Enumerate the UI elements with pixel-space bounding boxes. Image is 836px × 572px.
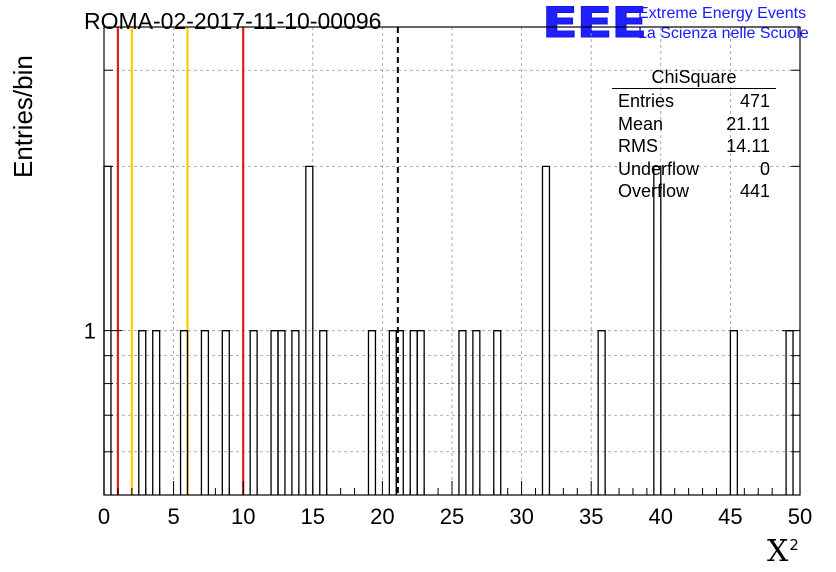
tick-labels: 10 5 10 15 20 25 30 35 40 45 50 bbox=[84, 319, 812, 529]
histogram-bar bbox=[416, 330, 425, 495]
stats-title: ChiSquare bbox=[651, 67, 737, 87]
histogram-bar bbox=[395, 330, 404, 495]
histogram-bar bbox=[319, 330, 328, 495]
plot-frame bbox=[103, 26, 801, 496]
x-axis-label-text: X bbox=[767, 534, 789, 569]
histogram-bar bbox=[472, 330, 481, 495]
x-tick-label: 45 bbox=[718, 504, 742, 529]
histogram-bar bbox=[291, 330, 300, 495]
eee-logo-mark: EEE bbox=[541, 0, 647, 47]
stats-label: Underflow bbox=[618, 158, 700, 179]
histogram-bar bbox=[200, 330, 210, 495]
x-tick-label: 40 bbox=[649, 504, 673, 529]
x-tick-label: 25 bbox=[440, 504, 464, 529]
histogram-bar bbox=[138, 330, 147, 495]
histogram-bar bbox=[541, 165, 551, 495]
histogram-bar bbox=[277, 330, 286, 495]
x-tick-label: 15 bbox=[301, 504, 325, 529]
stats-value: 441 bbox=[739, 181, 770, 202]
histogram-bar bbox=[597, 330, 606, 495]
x-tick-label: 50 bbox=[788, 504, 812, 529]
histogram-bar bbox=[305, 165, 314, 495]
stats-value: 471 bbox=[739, 91, 770, 111]
stats-divider bbox=[612, 88, 776, 89]
histogram-bars bbox=[103, 165, 794, 495]
eee-logo-line1: Extreme Energy Events bbox=[638, 5, 807, 22]
histogram-bar bbox=[729, 330, 739, 495]
x-tick-label: 20 bbox=[370, 504, 394, 529]
stats-row-underflow: Underflow 0 bbox=[612, 158, 776, 181]
reference-lines bbox=[116, 27, 399, 495]
stats-label: Mean bbox=[618, 113, 664, 134]
stats-label: RMS bbox=[618, 136, 658, 157]
x-tick-label: 35 bbox=[579, 504, 603, 529]
histogram-bar bbox=[249, 330, 258, 495]
eee-logo-text: Extreme Energy Events La Scienza nelle S… bbox=[638, 4, 809, 44]
y-tick-label: 1 bbox=[84, 319, 96, 344]
x-tick-label: 0 bbox=[98, 504, 110, 529]
axis-ticks bbox=[103, 69, 801, 495]
stats-label: Overflow bbox=[618, 181, 690, 202]
x-tick-label: 10 bbox=[231, 504, 255, 529]
stats-row-rms: RMS 14.11 bbox=[612, 135, 776, 158]
stats-box: ChiSquare Entries 471 Mean 21.11 RMS 14.… bbox=[612, 66, 776, 203]
histogram-bar bbox=[458, 330, 467, 495]
stats-value: 0 bbox=[759, 158, 770, 179]
histogram-bar bbox=[179, 330, 189, 495]
histogram-bar bbox=[152, 330, 161, 495]
x-axis-label: X2 bbox=[767, 534, 799, 569]
stats-row-entries: Entries 471 bbox=[612, 90, 776, 113]
x-axis-label-superscript: 2 bbox=[789, 536, 799, 554]
stats-value: 21.11 bbox=[726, 113, 770, 134]
stats-row-mean: Mean 21.11 bbox=[612, 113, 776, 136]
stats-label: Entries bbox=[618, 91, 675, 111]
stats-value: 14.11 bbox=[726, 136, 770, 157]
histogram-bar bbox=[367, 330, 377, 495]
stats-row-overflow: Overflow 441 bbox=[612, 180, 776, 203]
histogram-bar bbox=[221, 330, 230, 495]
eee-logo: EEE Extreme Energy Events La Scienza nel… bbox=[541, 1, 808, 44]
histogram-bar bbox=[493, 330, 502, 495]
histogram-bar bbox=[653, 165, 662, 495]
x-tick-label: 30 bbox=[509, 504, 533, 529]
eee-logo-line2: La Scienza nelle Scuole bbox=[638, 25, 809, 42]
chart-title: ROMA-02-2017-11-10-00096 bbox=[84, 8, 382, 34]
x-tick-label: 5 bbox=[167, 504, 179, 529]
